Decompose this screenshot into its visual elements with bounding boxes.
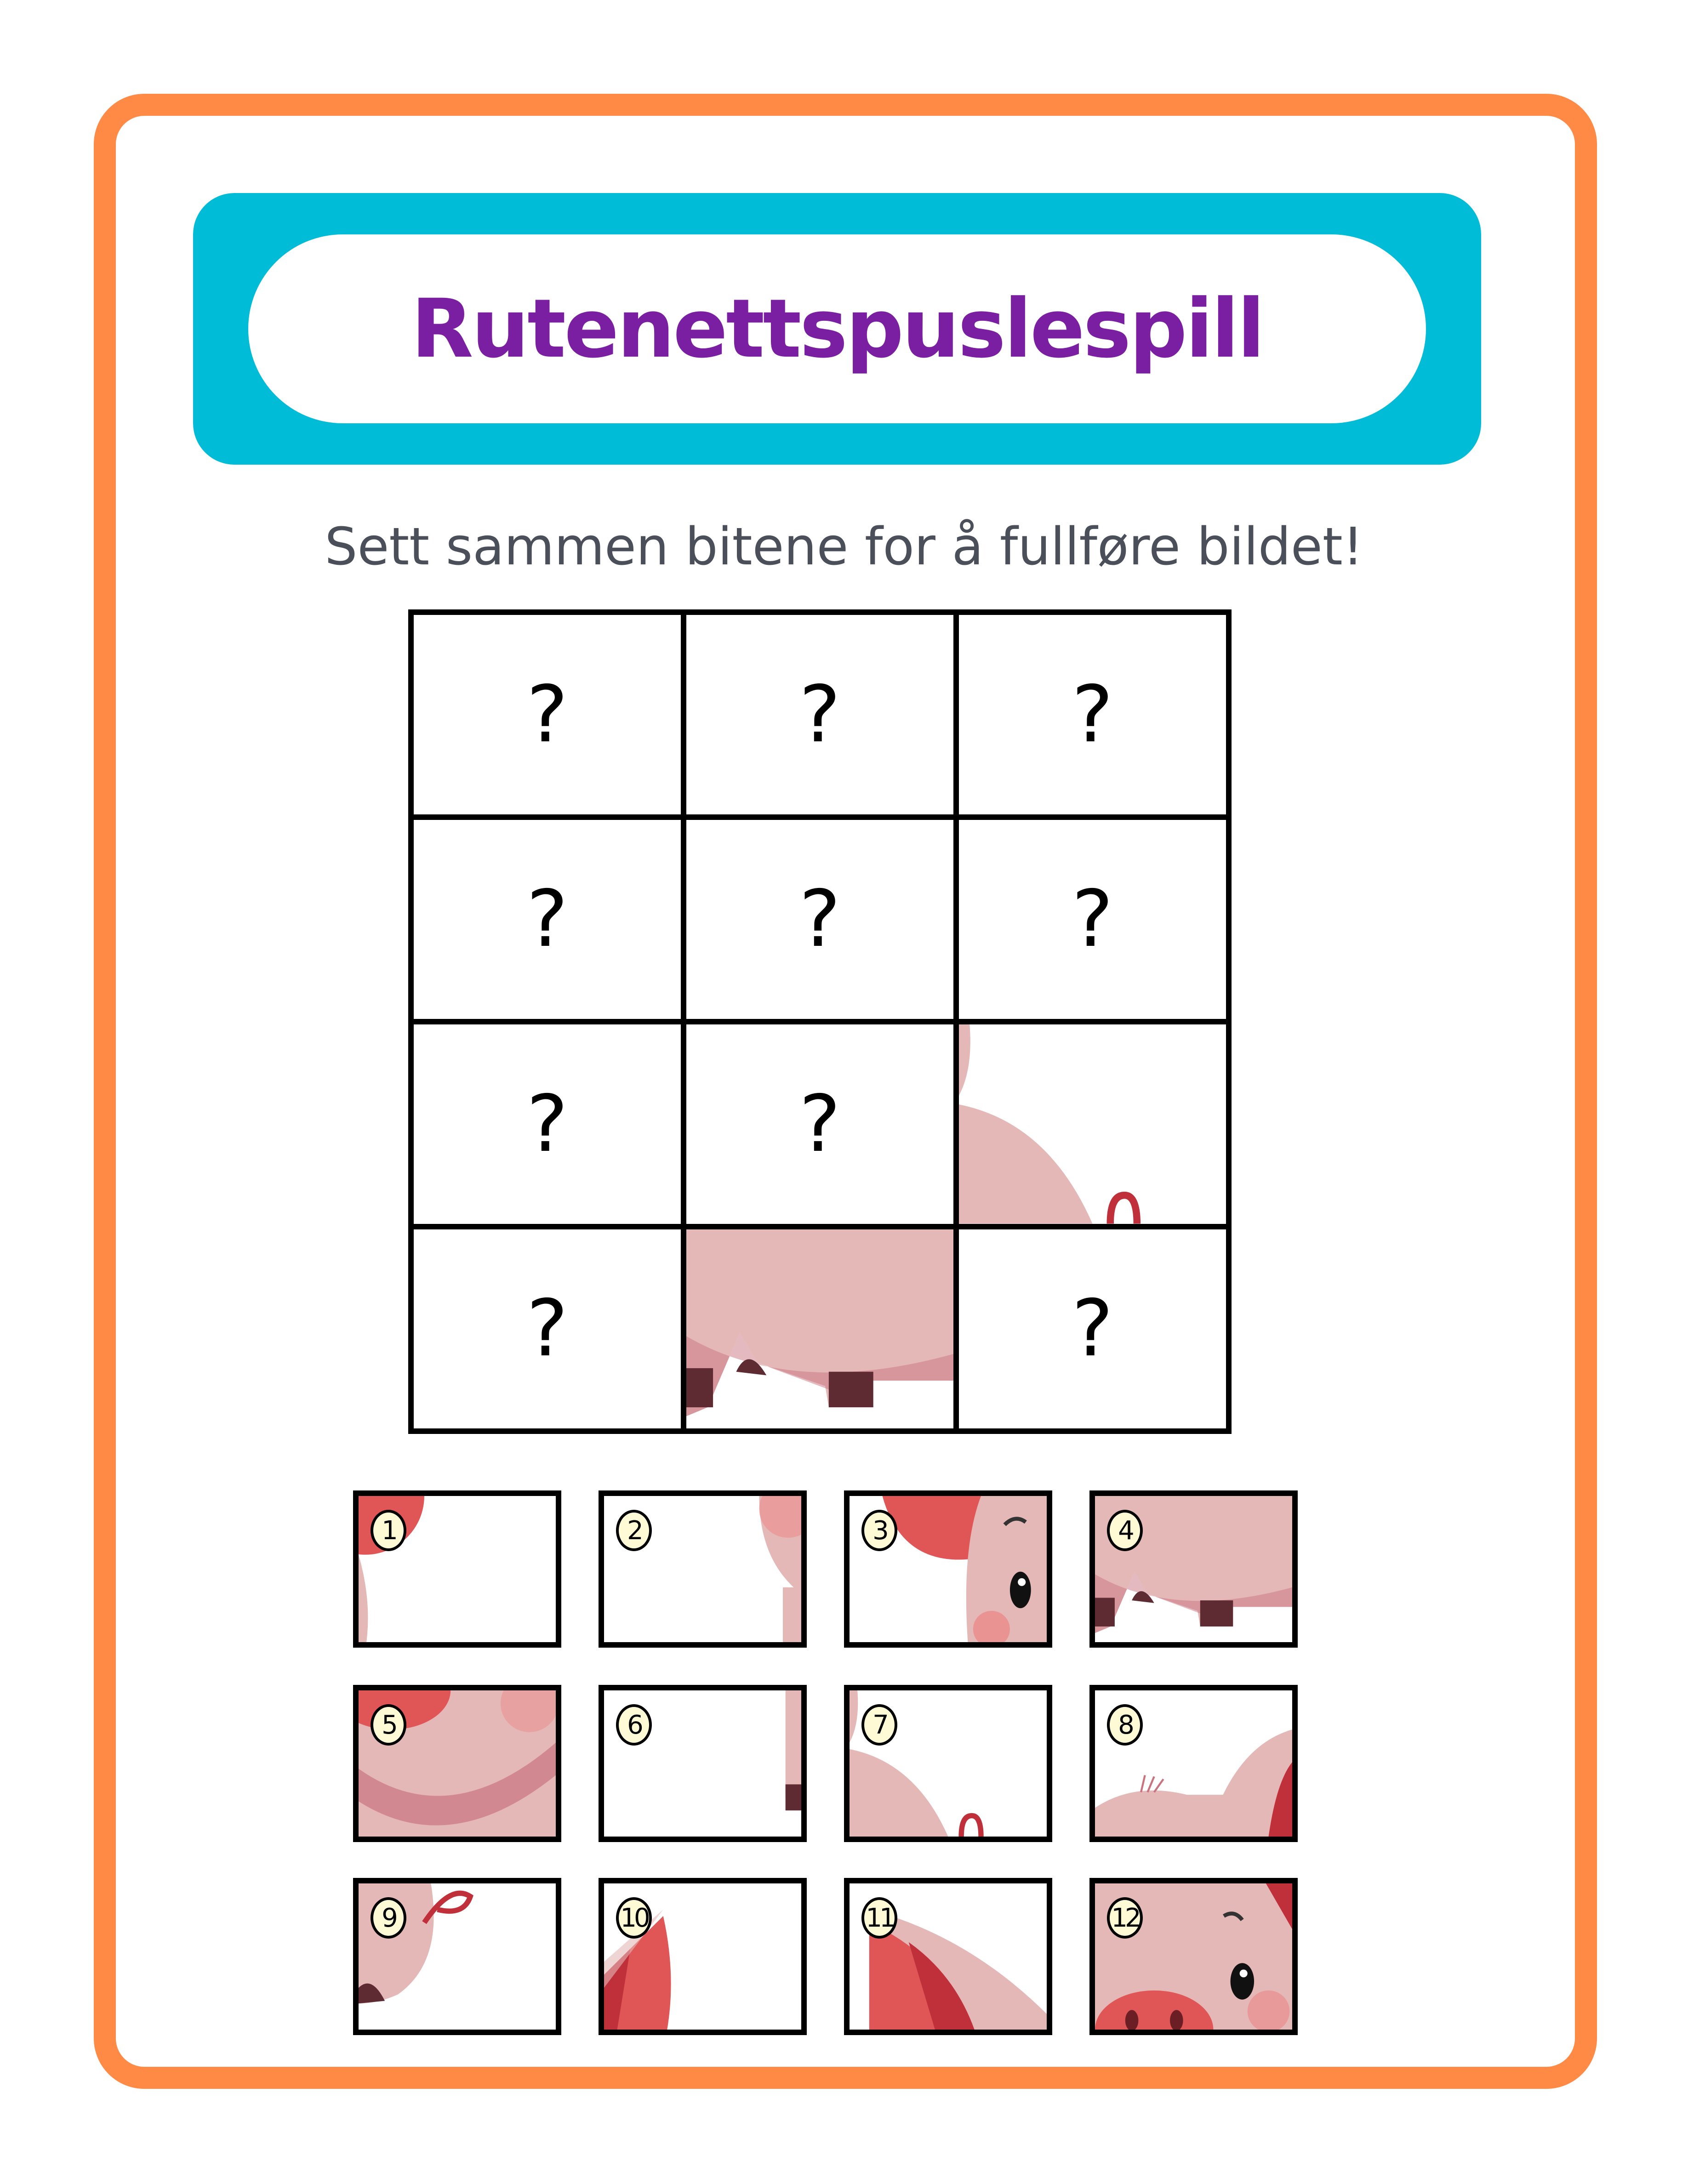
question-mark: ? <box>1072 1283 1113 1375</box>
instructions-text: Sett sammen bitene for å fullføre bildet… <box>325 517 1363 577</box>
piece-number-badge: 7 <box>861 1704 897 1746</box>
grid-cell[interactable] <box>686 1229 959 1434</box>
puzzle-piece[interactable]: 9 <box>353 1878 561 2035</box>
grid-cell[interactable]: ? <box>959 1229 1232 1434</box>
piece-number-badge: 9 <box>371 1897 406 1939</box>
piece-number-badge: 8 <box>1107 1704 1143 1746</box>
puzzle-piece[interactable]: 11 <box>844 1878 1052 2035</box>
question-mark: ? <box>1072 874 1113 965</box>
question-mark: ? <box>526 874 568 965</box>
piece-number-badge: 3 <box>861 1510 897 1551</box>
grid-cell[interactable]: ? <box>959 819 1232 1024</box>
grid-cell[interactable]: ? <box>414 1024 686 1229</box>
pig-piece-illustration <box>1095 1496 1292 1633</box>
puzzle-piece[interactable]: 2 <box>599 1490 807 1648</box>
piece-number-badge: 12 <box>1107 1897 1143 1939</box>
piece-number-badge: 1 <box>371 1510 406 1551</box>
pig-piece-illustration <box>1095 1883 1292 2030</box>
puzzle-piece[interactable]: 12 <box>1089 1878 1298 2035</box>
grid-cell[interactable]: ? <box>414 1229 686 1434</box>
question-mark: ? <box>799 874 841 965</box>
question-mark: ? <box>799 669 841 760</box>
puzzle-piece[interactable]: 6 <box>599 1685 807 1842</box>
grid-cell[interactable]: ? <box>414 819 686 1024</box>
pig-piece-illustration <box>759 1496 801 1642</box>
piece-number-badge: 6 <box>616 1704 652 1746</box>
grid-cell[interactable]: ? <box>686 1024 959 1229</box>
pig-piece-illustration <box>850 1690 984 1837</box>
pig-piece-illustration <box>882 1496 1047 1642</box>
grid-cell[interactable]: ? <box>414 615 686 820</box>
question-mark: ? <box>526 1283 568 1375</box>
puzzle-piece[interactable]: 5 <box>353 1685 561 1842</box>
puzzle-piece[interactable]: 10 <box>599 1878 807 2035</box>
question-mark: ? <box>526 669 568 760</box>
piece-number-badge: 11 <box>861 1897 897 1939</box>
question-mark: ? <box>799 1078 841 1170</box>
puzzle-piece[interactable]: 7 <box>844 1685 1052 1842</box>
puzzle-piece[interactable]: 8 <box>1089 1685 1298 1842</box>
grid-cell[interactable] <box>959 1024 1232 1229</box>
puzzle-grid: ?????????? <box>408 609 1232 1434</box>
question-mark: ? <box>1072 669 1113 760</box>
piece-number-badge: 4 <box>1107 1510 1143 1551</box>
question-mark: ? <box>526 1078 568 1170</box>
title-pill: Rutenettspuslespill <box>248 234 1426 423</box>
pig-piece-illustration <box>686 1229 953 1416</box>
piece-number-badge: 5 <box>371 1704 406 1746</box>
puzzle-piece[interactable]: 3 <box>844 1490 1052 1648</box>
page-title: Rutenettspuslespill <box>411 282 1265 376</box>
piece-number-badge: 2 <box>616 1510 652 1551</box>
pig-piece-illustration <box>869 1909 1047 2030</box>
grid-cell[interactable]: ? <box>686 819 959 1024</box>
puzzle-piece[interactable]: 4 <box>1089 1490 1298 1648</box>
pig-piece-illustration <box>785 1690 801 1811</box>
piece-number-badge: 10 <box>616 1897 652 1939</box>
pig-piece-illustration <box>1095 1729 1292 1837</box>
puzzle-piece[interactable]: 1 <box>353 1490 561 1648</box>
grid-cell[interactable]: ? <box>959 615 1232 820</box>
pig-piece-illustration <box>959 1024 1141 1224</box>
grid-cell[interactable]: ? <box>686 615 959 820</box>
